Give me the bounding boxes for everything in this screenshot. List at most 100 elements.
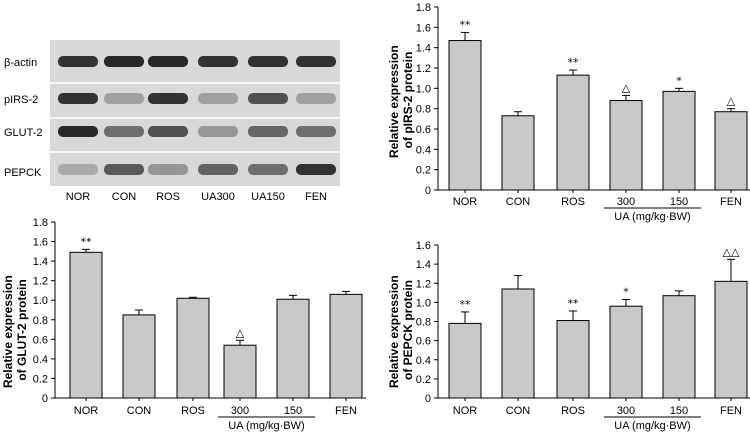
blot-lane-label: ROS (156, 191, 180, 203)
significance-label: ** (568, 56, 580, 69)
blot-row-label: pIRS-2 (4, 94, 38, 106)
y-axis-label: Relative expression of pIRS-2 protein (387, 42, 415, 158)
blot-bands (50, 56, 340, 175)
y-tick-label: 0.6 (33, 334, 48, 346)
blot-lane-label: NOR (66, 191, 91, 203)
x-tick-label: FEN (335, 405, 357, 417)
x-tick-label: ROS (181, 405, 205, 417)
x-tick-label: NOR (74, 405, 99, 417)
bar (448, 40, 482, 191)
y-tick-label: 1.6 (416, 240, 431, 252)
x-tick-label: CON (127, 405, 152, 417)
blot-lane-label: UA300 (201, 191, 235, 203)
blot-lane-label: CON (112, 191, 137, 203)
y-tick-label: 0.8 (416, 317, 431, 329)
y-tick-label: 1.6 (416, 22, 431, 34)
x-tick-label: 150 (670, 196, 688, 208)
y-axis-label: Relative expression of PEPCK protein (387, 272, 415, 388)
group-label: UA (mg/kg·BW) (228, 420, 304, 432)
blot-row-label: GLUT-2 (4, 127, 43, 139)
y-tick-label: 0.4 (416, 355, 431, 367)
blot-band (104, 56, 144, 67)
y-axis-label-line: Relative expression (1, 275, 15, 388)
significance-label: ** (460, 18, 472, 31)
x-tick-label: 300 (617, 405, 635, 417)
y-tick-label: 0.4 (416, 144, 431, 156)
bar (122, 314, 156, 399)
bar (609, 100, 643, 191)
blot-band (198, 56, 238, 67)
group-label: UA (mg/kg·BW) (614, 211, 690, 223)
western-blot-panel: β-actin pIRS-2 GLUT-2 PEPCK NOR CON ROS … (4, 40, 340, 203)
blot-band (248, 93, 288, 104)
y-tick-label: 1.4 (416, 259, 431, 271)
bar (714, 111, 748, 191)
y-tick-label: 0 (425, 185, 431, 197)
blot-band (198, 93, 238, 104)
bar (556, 320, 590, 399)
y-tick-label: 0.2 (416, 165, 431, 177)
y-tick-label: 1.8 (33, 217, 48, 229)
bar (223, 344, 257, 399)
significance-label: ** (568, 297, 580, 310)
blot-band (148, 56, 188, 67)
bar (501, 288, 535, 399)
bar (714, 280, 748, 399)
x-tick-label: 300 (617, 196, 635, 208)
significance-label: △ (727, 95, 736, 108)
blot-band (58, 126, 98, 137)
significance-label: ** (460, 298, 472, 311)
x-tick-label: CON (506, 405, 531, 417)
blot-band (248, 164, 288, 175)
blot-row-label: PEPCK (4, 167, 42, 179)
blot-band (148, 126, 188, 137)
blot-band (248, 56, 288, 67)
y-tick-label: 0.4 (33, 354, 48, 366)
blot-band (58, 164, 98, 175)
y-tick-label: 0.6 (416, 336, 431, 348)
blot-lane-label: UA150 (251, 191, 285, 203)
y-tick-label: 0.2 (416, 374, 431, 386)
bar (662, 295, 696, 399)
bar (448, 322, 482, 399)
blot-band (58, 56, 98, 67)
y-tick-label: 1.8 (416, 2, 431, 14)
y-axis-label-line: Relative expression (387, 275, 401, 388)
bar (662, 90, 696, 191)
significance-label: * (623, 286, 629, 299)
blot-lane-label: FEN (305, 191, 327, 203)
x-tick-label: FEN (720, 405, 742, 417)
y-tick-label: 0.8 (416, 104, 431, 116)
y-axis-label-line: Relative expression (387, 45, 401, 158)
bar (556, 74, 590, 191)
x-tick-label: FEN (720, 196, 742, 208)
bar (329, 293, 363, 399)
blot-band (104, 93, 144, 104)
x-tick-label: CON (506, 196, 531, 208)
significance-label: △△ (723, 245, 740, 258)
y-tick-label: 1.4 (416, 43, 431, 55)
blot-band (296, 56, 336, 67)
y-tick-label: 0 (42, 393, 48, 405)
y-axis-label-line: of pIRS-2 protein (401, 52, 415, 149)
y-axis-label-line: of PEPCK protein (401, 280, 415, 380)
y-tick-label: 0.8 (33, 315, 48, 327)
x-tick-label: ROS (561, 405, 585, 417)
blot-band (58, 93, 98, 104)
bar (276, 298, 310, 399)
x-tick-label: NOR (453, 405, 478, 417)
y-tick-label: 0.2 (33, 373, 48, 385)
blot-band (198, 126, 238, 137)
blot-band (148, 164, 188, 175)
chart-pirs2: Relative expression of pIRS-2 protein 0 0… (387, 2, 750, 223)
y-tick-label: 0 (425, 393, 431, 405)
significance-label: △ (622, 81, 631, 94)
bar (176, 297, 210, 399)
significance-label: △ (236, 326, 245, 339)
x-tick-label: 150 (284, 405, 302, 417)
y-tick-label: 1.0 (33, 295, 48, 307)
x-tick-label: ROS (561, 196, 585, 208)
y-tick-label: 1.2 (416, 278, 431, 290)
blot-band (104, 164, 144, 175)
